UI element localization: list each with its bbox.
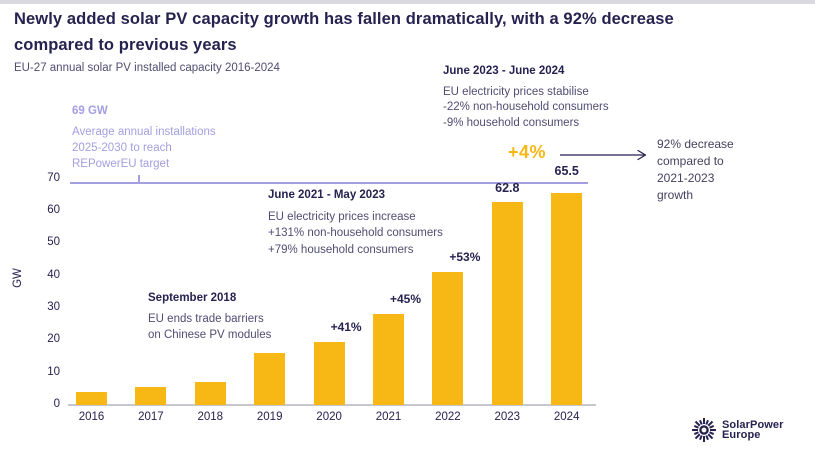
note-line: 92% decrease xyxy=(657,137,734,151)
bar-2023 xyxy=(491,201,523,405)
x-tick-label: 2020 xyxy=(316,411,342,423)
sun-icon xyxy=(692,418,716,442)
y-tick-label: 50 xyxy=(47,236,60,249)
y-tick-label: 70 xyxy=(47,171,60,184)
x-tick-label: 2018 xyxy=(197,411,224,423)
y-tick-label: 20 xyxy=(47,333,60,346)
note-line: +79% household consumers xyxy=(268,243,414,256)
bar-2018 xyxy=(194,381,226,405)
page-title: Newly added solar PV capacity growth has… xyxy=(14,10,674,54)
logo-line2: Europe xyxy=(722,429,761,441)
bar-2019 xyxy=(254,352,286,405)
x-tick-label: 2021 xyxy=(375,411,402,423)
y-tick-label: 0 xyxy=(53,398,60,410)
bar-value-label: 62.8 xyxy=(495,180,520,195)
note-title: June 2021 - May 2023 xyxy=(268,189,385,201)
note-line: EU electricity prices stabilise xyxy=(443,85,589,98)
bar-2020 xyxy=(313,342,345,405)
y-tick-label: 30 xyxy=(47,300,60,313)
x-tick-label: 2024 xyxy=(553,411,580,423)
note-title: 69 GW xyxy=(72,105,108,117)
note-line: growth xyxy=(657,188,694,202)
x-axis-line xyxy=(68,404,596,406)
note-line: EU electricity prices increase xyxy=(268,210,416,223)
growth-label: +41% xyxy=(330,320,362,335)
note-line: on Chinese PV modules xyxy=(148,329,272,341)
logo-text: SolarPower Europe xyxy=(722,418,784,441)
bar-2022 xyxy=(432,272,464,405)
x-tick-label: 2022 xyxy=(435,411,461,423)
x-tick-label: 2023 xyxy=(494,411,521,423)
plus4-growth-label: +4% xyxy=(508,142,547,162)
june-2023-note: June 2023 - June 2024 EU electricity pri… xyxy=(443,64,609,131)
growth-label: +53% xyxy=(449,250,481,265)
repowereu-target-line xyxy=(70,182,588,184)
note-line: compared to xyxy=(657,154,724,168)
note-line: -22% non-household consumers xyxy=(443,101,609,113)
note-line: REPowerEU target xyxy=(72,158,170,170)
bar-2024 xyxy=(551,193,583,405)
decrease-summary-note: 92% decrease compared to 2021-2023 growt… xyxy=(657,136,734,204)
growth-label: +45% xyxy=(389,292,422,307)
note-line: -9% household consumers xyxy=(443,116,580,129)
bar-2017 xyxy=(135,387,167,405)
chart-subtitle: EU-27 annual solar PV installed capacity… xyxy=(14,62,280,74)
note-line: +131% non-household consumers xyxy=(268,227,443,239)
note-line: Average annual installations xyxy=(72,126,216,138)
note-line: 2025-2030 to reach xyxy=(72,142,172,154)
repowereu-target-line-tick xyxy=(138,175,140,182)
solarpower-europe-logo: SolarPower Europe xyxy=(691,417,784,443)
september-2018-note: September 2018 EU ends trade barriers on… xyxy=(148,290,271,343)
bar-2021 xyxy=(373,314,404,405)
y-tick-label: 40 xyxy=(47,268,60,281)
arrow-right-icon xyxy=(560,149,647,161)
y-axis-title: GW xyxy=(11,268,24,288)
note-title: September 2018 xyxy=(148,292,237,304)
x-tick-label: 2019 xyxy=(256,411,283,423)
y-tick-label: 60 xyxy=(47,203,60,216)
bar-2016 xyxy=(76,392,107,405)
bar-value-label: 65.5 xyxy=(554,164,579,178)
repowereu-target-note: 69 GW Average annual installations 2025-… xyxy=(72,103,216,172)
x-tick-label: 2016 xyxy=(78,411,105,423)
note-line: 2021-2023 xyxy=(657,171,715,185)
logo-line1: SolarPower xyxy=(722,418,784,431)
x-tick-label: 2017 xyxy=(138,411,164,423)
y-tick-label: 10 xyxy=(47,365,60,378)
note-title: June 2023 - June 2024 xyxy=(443,65,565,77)
top-edge-artifact xyxy=(0,0,815,4)
june-2021-note: June 2021 - May 2023 EU electricity pric… xyxy=(268,187,443,258)
note-line: EU ends trade barriers xyxy=(148,313,264,325)
